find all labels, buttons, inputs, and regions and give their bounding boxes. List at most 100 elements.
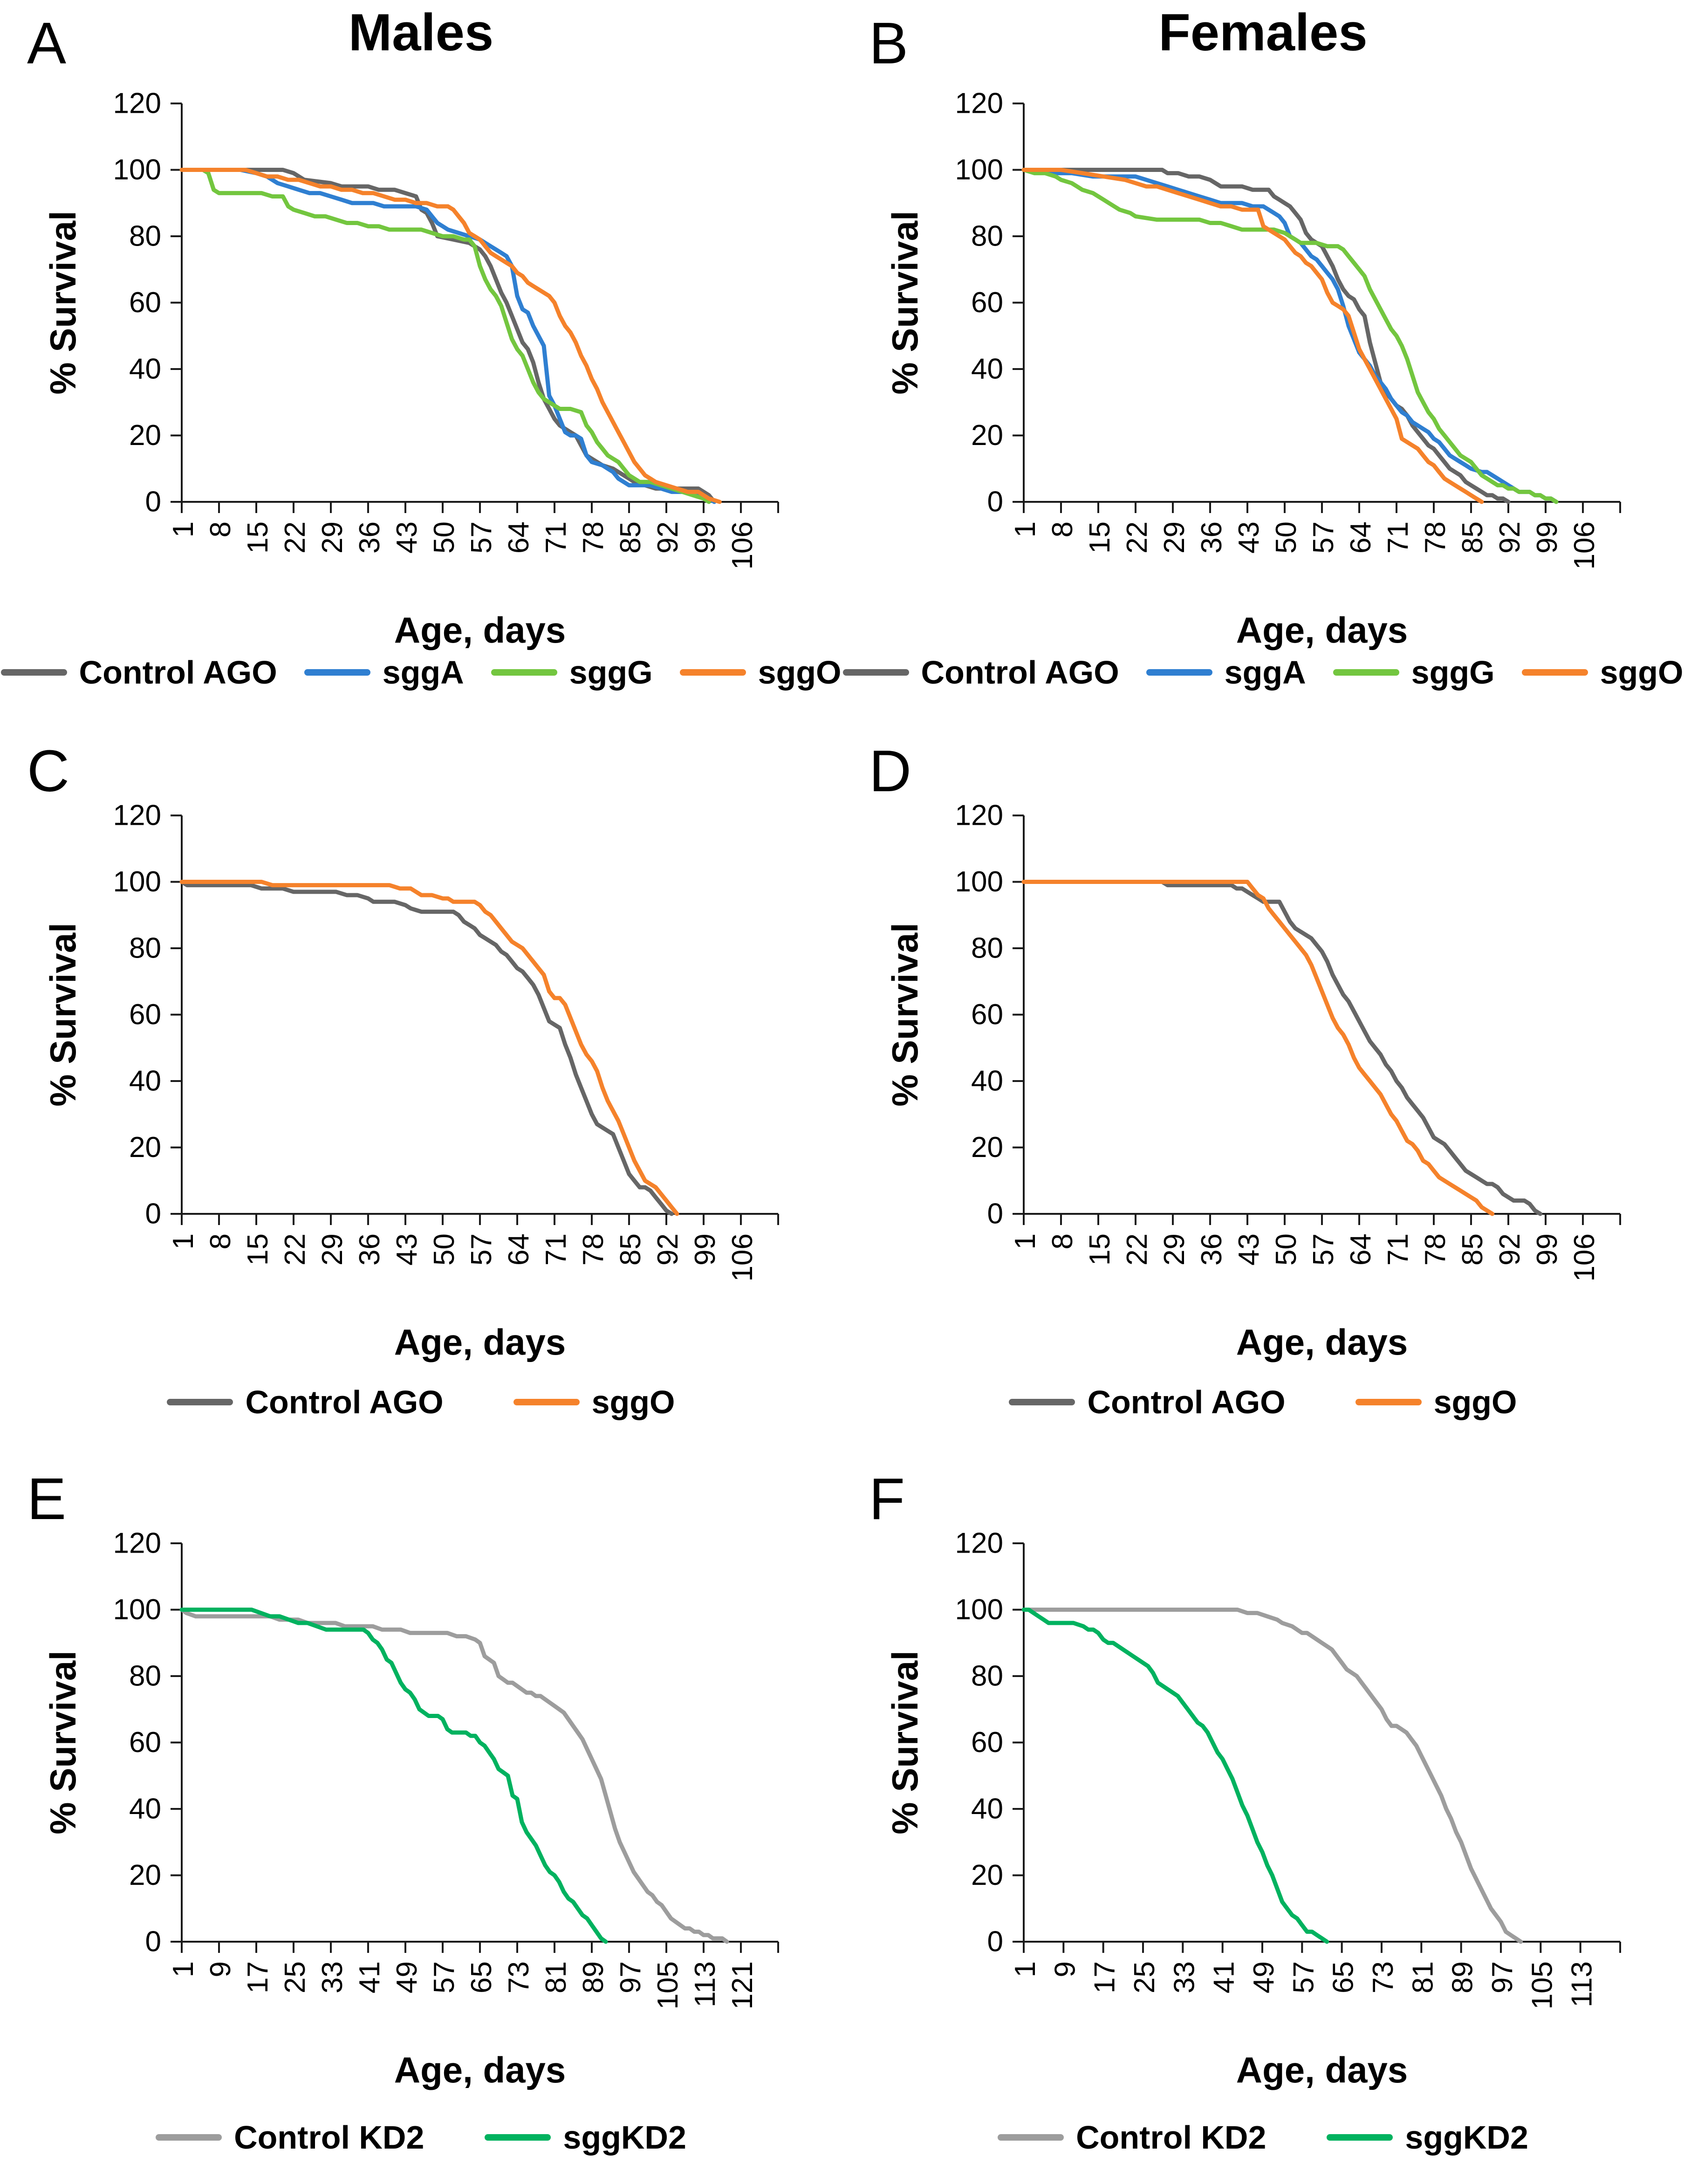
svg-text:120: 120 [113, 1527, 161, 1560]
svg-text:0: 0 [145, 486, 161, 518]
chart-title-females: Females [1158, 3, 1368, 62]
svg-text:17: 17 [242, 1961, 274, 1993]
legend-line-sggo [513, 1399, 580, 1405]
svg-text:92: 92 [652, 521, 684, 554]
svg-text:71: 71 [1382, 1233, 1414, 1266]
svg-text:36: 36 [1196, 521, 1228, 554]
svg-text:73: 73 [1367, 1961, 1399, 1993]
legend-label: sggO [591, 1384, 675, 1420]
legend-line-sggo [1355, 1399, 1422, 1405]
legend-line-control-kd2 [156, 2134, 222, 2141]
svg-text:60: 60 [971, 999, 1003, 1031]
legend-label: sggKD2 [563, 2119, 686, 2156]
svg-text:25: 25 [279, 1961, 311, 1993]
legend-label: sggO [1600, 654, 1684, 691]
svg-text:20: 20 [971, 419, 1003, 452]
svg-text:50: 50 [428, 1233, 460, 1266]
svg-text:105: 105 [1526, 1961, 1558, 2009]
svg-text:113: 113 [1566, 1961, 1598, 2007]
legend-line-sggo [1521, 669, 1588, 676]
svg-text:41: 41 [1208, 1961, 1240, 1993]
legend-c: Control AGO sggO [0, 1386, 842, 1418]
svg-text:78: 78 [1419, 521, 1451, 554]
svg-text:9: 9 [1049, 1961, 1081, 1977]
svg-text:89: 89 [577, 1961, 609, 1993]
svg-text:33: 33 [316, 1961, 349, 1993]
svg-text:22: 22 [279, 1233, 311, 1266]
svg-text:121: 121 [726, 1961, 759, 2009]
svg-text:71: 71 [540, 1233, 572, 1266]
chart-title-males: Males [348, 3, 494, 62]
svg-text:92: 92 [1494, 1233, 1526, 1266]
svg-text:0: 0 [145, 1198, 161, 1230]
svg-text:50: 50 [1270, 521, 1302, 554]
svg-text:8: 8 [1047, 1233, 1079, 1249]
svg-text:% Survival: % Survival [42, 923, 83, 1107]
legend-label: sggG [1411, 654, 1495, 691]
svg-text:99: 99 [1531, 1233, 1563, 1266]
svg-text:60: 60 [971, 287, 1003, 319]
legend-label: sggO [758, 654, 842, 691]
svg-text:99: 99 [689, 1233, 721, 1266]
svg-text:22: 22 [279, 521, 311, 554]
svg-text:43: 43 [1233, 1233, 1265, 1266]
panel-f: F 0 20 40 60 80 100 120 1 9 17 25 33 41 49 57 65 73 81 89 9… [842, 1456, 1684, 2184]
legend-line-sggkd2 [1327, 2134, 1393, 2141]
legend-line-sggkd2 [485, 2134, 551, 2141]
legend-item: sggA [1146, 656, 1306, 689]
legend-item: Control KD2 [156, 2121, 424, 2154]
svg-text:57: 57 [1307, 1233, 1340, 1266]
svg-text:73: 73 [503, 1961, 535, 1993]
svg-text:65: 65 [1328, 1961, 1360, 1993]
svg-text:105: 105 [652, 1961, 684, 2009]
legend-e: Control KD2 sggKD2 [0, 2121, 842, 2154]
svg-text:80: 80 [971, 220, 1003, 253]
svg-text:43: 43 [1233, 521, 1265, 554]
svg-text:36: 36 [354, 521, 386, 554]
panel-b: B Females 0 20 40 60 80 100 120 1 8 15 22 29 36 43 50 5… [842, 0, 1684, 728]
svg-text:64: 64 [1345, 521, 1377, 554]
panel-label-c: C [27, 738, 69, 804]
legend-label: sggA [1224, 654, 1306, 691]
legend-label: sggA [382, 654, 464, 691]
svg-text:0: 0 [987, 486, 1003, 518]
legend-label: Control AGO [79, 654, 277, 691]
svg-text:120: 120 [113, 88, 161, 120]
svg-text:Age, days: Age, days [1236, 609, 1408, 650]
svg-text:60: 60 [971, 1726, 1003, 1759]
legend-label: Control AGO [1087, 1384, 1286, 1420]
svg-text:% Survival: % Survival [884, 211, 925, 395]
svg-text:78: 78 [577, 1233, 609, 1266]
svg-text:78: 78 [1419, 1233, 1451, 1266]
svg-text:65: 65 [465, 1961, 498, 1993]
svg-text:1: 1 [1009, 1233, 1041, 1249]
svg-text:100: 100 [113, 866, 161, 898]
svg-text:40: 40 [129, 1065, 161, 1097]
svg-text:113: 113 [689, 1961, 721, 2007]
svg-text:20: 20 [129, 1859, 161, 1891]
svg-text:106: 106 [1568, 1233, 1601, 1281]
legend-item: sggA [304, 656, 464, 689]
legend-item: sggG [491, 656, 653, 689]
svg-text:Age, days: Age, days [394, 2049, 566, 2090]
svg-text:1: 1 [167, 1233, 199, 1249]
svg-text:36: 36 [1196, 1233, 1228, 1266]
legend-item: Control AGO [1009, 1384, 1286, 1420]
svg-text:57: 57 [1287, 1961, 1320, 1993]
svg-text:20: 20 [129, 419, 161, 452]
panel-c: C 0 20 40 60 80 100 120 1 8 15 22 29 36 43 50 57 64 71 78 8… [0, 728, 842, 1456]
svg-text:43: 43 [391, 521, 423, 554]
svg-text:% Survival: % Survival [884, 923, 925, 1107]
svg-text:% Survival: % Survival [884, 1650, 925, 1835]
svg-text:8: 8 [1047, 521, 1079, 537]
svg-text:85: 85 [615, 1233, 647, 1266]
panel-e: E 0 20 40 60 80 100 120 1 9 17 25 33 41 49 57 65 73 81 89 9… [0, 1456, 842, 2184]
svg-text:1: 1 [167, 1961, 199, 1977]
svg-text:100: 100 [113, 1594, 161, 1626]
svg-text:15: 15 [242, 1233, 274, 1266]
svg-text:80: 80 [971, 932, 1003, 965]
svg-text:57: 57 [465, 1233, 498, 1266]
